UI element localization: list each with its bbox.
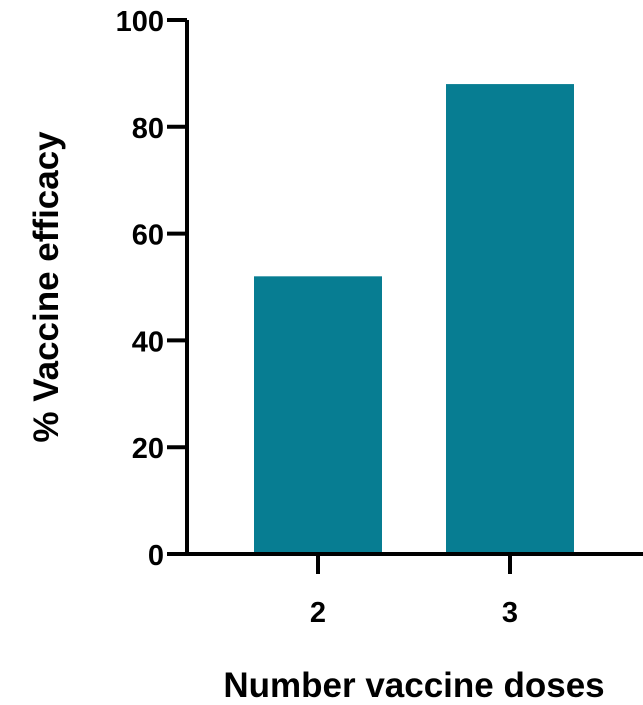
x-axis-title: Number vaccine doses	[223, 666, 604, 705]
y-tick-label-40: 40	[132, 326, 164, 358]
y-tick-label-80: 80	[132, 113, 164, 145]
x-tick-label-3: 3	[502, 597, 518, 629]
y-tick-label-20: 20	[132, 433, 164, 465]
bars-group	[254, 84, 574, 554]
y-ticks-group: 0 20 40 60 80 100	[116, 6, 187, 572]
y-tick-label-0: 0	[148, 540, 164, 572]
y-tick-label-100: 100	[116, 6, 164, 38]
x-tick-label-2: 2	[310, 597, 326, 629]
y-tick-label-60: 60	[132, 220, 164, 252]
y-axis-title: % Vaccine efficacy	[27, 131, 66, 443]
bar-2	[254, 276, 382, 554]
bar-3	[446, 84, 574, 554]
